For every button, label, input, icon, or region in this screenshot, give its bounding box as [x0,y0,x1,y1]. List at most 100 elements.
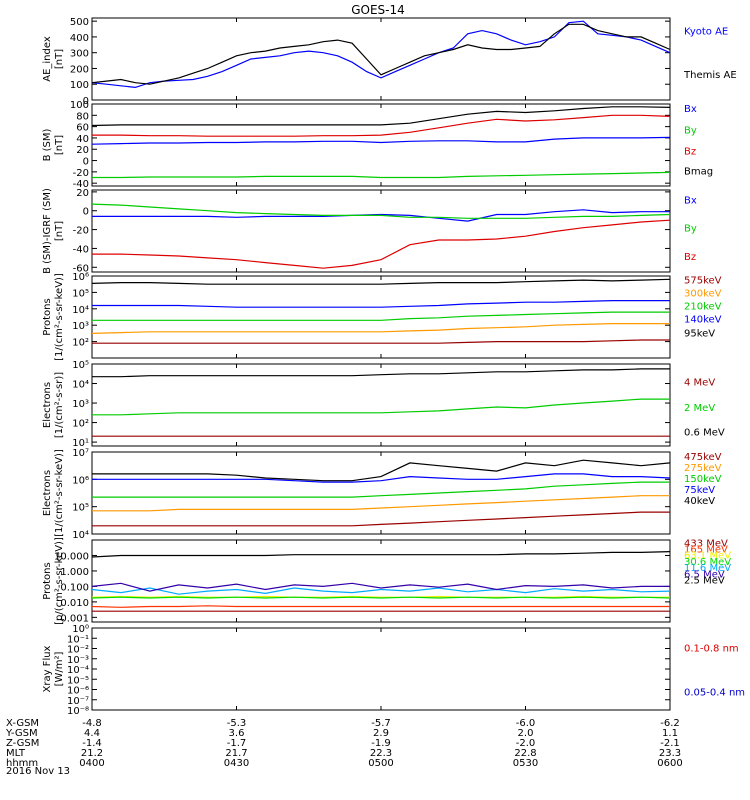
y-axis-label: B (SM) [42,128,53,161]
series-line [91,551,671,558]
legend-label: 30.6 MeV [684,557,731,568]
series-line [91,136,671,145]
y-axis-label: AE_index [42,36,53,82]
series-line [91,582,670,592]
series-line [91,23,671,85]
series-line [92,171,671,179]
legend-label: Bz [684,252,696,263]
legend-label: 275keV [684,463,722,474]
legend-label: 150keV [684,474,722,485]
figure-title: GOES-14 [351,3,405,17]
footer-value: 0530 [513,758,538,769]
legend-label: 0.6 MeV [684,427,725,438]
legend-label: 63.1 MeV [684,551,731,562]
footer-row-label: Y-GSM [5,728,38,739]
y-tick-label: 10¹ [72,438,89,449]
panel-frame [91,17,671,101]
footer-value: -2.1 [660,738,680,749]
legend-label: Themis AE [683,70,737,81]
series-line [91,203,671,219]
series-line [91,20,671,89]
series-line [92,495,670,512]
series-line [91,278,671,285]
legend-label: Bx [684,195,697,206]
series-line [92,300,670,308]
y-tick-label: 1.000 [60,567,89,578]
y-axis-label: [1/(cm²-s-sr-keV)] [54,273,65,361]
footer-value: 4.4 [84,728,100,739]
y-tick-label: 10⁵ [72,360,89,371]
footer-value: -5.7 [371,718,391,729]
panel-6: 10⁴ 10⁵ 10⁶ 10⁷ Electrons [1/(cm²-s-sr-keV)] 4… [42,448,722,541]
legend-label: Bx [684,104,697,115]
y-tick-label: -20 [73,168,89,179]
panel-4: 10² 10³ 10⁴ 10⁵ 10⁶ Protons [1/(cm²-s-sr-keV)]… [42,272,722,361]
legend-label: Kyoto AE [684,27,728,38]
series-line [91,323,670,334]
y-tick-label: 10⁶ [72,475,89,486]
footer-value: 2.0 [518,728,534,739]
y-axis-label: [p/(cm²-s-sr-keV)] [54,537,65,625]
legend-label: 475keV [684,452,722,463]
y-tick-label: 10⁻³ [67,655,89,666]
y-tick-label: 10⁶ [72,272,89,283]
footer-value: 21.2 [81,748,103,759]
y-tick-label: 10.000 [54,551,89,562]
footer-value: 22.8 [514,748,536,759]
y-tick-label: -40 [73,244,89,255]
series-line [91,587,671,595]
footer-value: 2.9 [373,728,389,739]
ephemeris-footer: 2016 Nov 13 X-GSM -4.8 -5.3 -5.7 -6.0 -6.2 Y-G… [5,718,683,777]
legend-label: 0.05-0.4 nm [684,688,745,699]
footer-value: -2.0 [516,738,536,749]
footer-value: 22.3 [370,748,392,759]
y-tick-label: 20 [76,145,89,156]
y-axis-label: Electrons [42,382,53,428]
y-tick-label: 10³ [72,399,89,410]
footer-value: -6.0 [516,718,536,729]
series-line [92,398,670,416]
y-axis-label: [nT] [54,221,65,241]
y-tick-label: 10⁻⁵ [67,675,89,686]
y-axis-label: [1/(cm²-s-sr)] [54,372,65,438]
series-line [92,311,670,321]
y-tick-label: 300 [70,49,89,60]
panel-5: 10¹ 10² 10³ 10⁴ 10⁵ Electrons [1/(cm²-s-sr)] 4 … [42,360,725,449]
series-line [92,473,671,483]
footer-value: 0600 [657,758,682,769]
legend-label: 2 MeV [684,403,715,414]
y-tick-label: 0 [83,157,89,168]
y-tick-label: 0.001 [60,613,89,624]
y-tick-label: 0 [83,207,89,218]
y-tick-label: 100 [70,80,89,91]
footer-value: 23.3 [659,748,681,759]
panel-1: 0 100 200 300 400 500 AE_index [nT] Kyoto AE Them… [42,17,737,107]
legend-label: 210keV [684,302,722,313]
y-tick-label: 80 [76,111,89,122]
legend-label: Bmag [684,167,713,178]
footer-value: 0500 [368,758,393,769]
series-line [92,209,670,222]
legend-label: 95keV [684,329,715,340]
y-tick-label: 10⁻⁸ [67,706,89,717]
series-line [92,459,671,482]
panel-3: -60 -40 -20 0 20 B (SM)-IGRF (SM) [nT] Bx By Bz [42,188,697,274]
y-axis-label: Electrons [42,470,53,516]
y-axis-label: Xray Flux [42,645,53,692]
footer-value: -5.3 [227,718,247,729]
legend-label: 11.6 MeV [684,563,731,574]
series-line [92,219,671,269]
footer-value: -1.7 [227,738,247,749]
y-axis-label: Protons [42,562,53,599]
y-axis-label: [nT] [54,49,65,69]
legend-label: 6.5 MeV [684,569,725,580]
footer-value: -1.9 [371,738,391,749]
y-tick-label: 200 [70,64,89,75]
y-tick-label: 10⁷ [72,448,89,459]
y-tick-label: -40 [73,179,89,190]
y-axis-label: Protons [42,298,53,335]
y-tick-label: 400 [70,33,89,44]
series-line [91,106,671,127]
y-tick-label: 10³ [72,321,89,332]
